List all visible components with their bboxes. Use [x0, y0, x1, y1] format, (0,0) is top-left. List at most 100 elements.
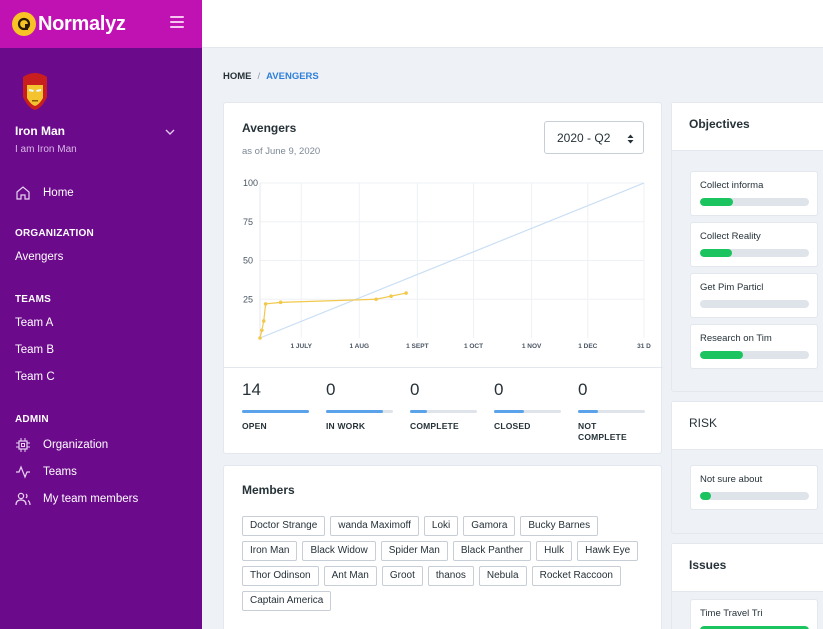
members-list: Doctor Strange wanda Maximoff Loki Gamora Bu…	[242, 516, 662, 616]
select-arrows-icon	[627, 134, 634, 144]
objective-label: Collect Reality	[700, 231, 761, 242]
stat-bar	[494, 410, 525, 413]
hamburger-menu-icon[interactable]	[170, 16, 184, 28]
x-tick-label: 1 SEPT	[406, 343, 428, 350]
user-subtitle: I am Iron Man	[15, 144, 77, 155]
objective-item[interactable]: Collect Reality	[690, 222, 818, 267]
x-tick-label: 1 JULY	[290, 343, 312, 350]
stat-bar	[242, 410, 309, 413]
home-icon	[15, 185, 31, 201]
data-point	[261, 319, 266, 323]
stat-label: NOT COMPLETE	[578, 421, 627, 442]
stat-label: COMPLETE	[410, 421, 459, 431]
member-chip[interactable]: Groot	[381, 566, 423, 586]
chevron-down-icon[interactable]	[164, 125, 176, 137]
member-chip[interactable]: Spider Man	[380, 541, 448, 561]
member-chip[interactable]: Black Widow	[302, 541, 376, 561]
stat-value: 14	[242, 380, 261, 399]
sidebar-item-team-c[interactable]: Team C	[15, 371, 55, 383]
y-tick-label: 100	[243, 178, 258, 188]
objective-label: Get Pim Particl	[700, 282, 764, 293]
stat-value: 0	[578, 380, 588, 399]
objective-item[interactable]: Collect informa	[690, 171, 818, 216]
x-tick-label: 1 NOV	[522, 343, 542, 350]
series-line	[259, 292, 407, 339]
data-point	[404, 291, 408, 295]
stat-bar	[326, 410, 383, 413]
breadcrumb-current[interactable]: AVENGERS	[266, 71, 319, 82]
stat-value: 0	[494, 380, 504, 399]
sidebar-item-team-b[interactable]: Team B	[15, 344, 54, 356]
stat-bar	[578, 410, 599, 413]
member-chip[interactable]: Bucky Barnes	[520, 516, 599, 536]
breadcrumb-home[interactable]: HOME	[223, 71, 252, 82]
stat-label: CLOSED	[494, 421, 531, 431]
risk-progress	[700, 492, 711, 500]
member-chip[interactable]: Iron Man	[242, 541, 298, 561]
section-header-admin: ADMIN	[15, 414, 49, 425]
x-tick-label: 1 AUG	[349, 343, 369, 350]
series-line	[259, 182, 645, 339]
member-chip[interactable]: Thor Odinson	[242, 566, 319, 586]
stat-value: 0	[410, 380, 420, 399]
objective-item[interactable]: Get Pim Particl	[690, 273, 818, 318]
stat-label: OPEN	[242, 421, 267, 431]
objective-item[interactable]: Research on Tim	[690, 324, 818, 369]
section-header-organization: ORGANIZATION	[15, 228, 94, 239]
avatar[interactable]	[20, 71, 50, 111]
stat-bar	[410, 410, 427, 413]
card-title: Avengers	[242, 121, 297, 135]
sidebar-item-admin-organization[interactable]: Organization	[15, 437, 108, 453]
risk-item[interactable]: Not sure about	[690, 465, 818, 510]
issue-item[interactable]: Time Travel Tri	[690, 599, 818, 629]
issues-title: Issues	[689, 558, 727, 572]
member-chip[interactable]: Captain America	[242, 591, 332, 611]
member-chip[interactable]: wanda Maximoff	[330, 516, 419, 536]
sidebar-item-admin-teams[interactable]: Teams	[15, 464, 77, 480]
member-chip[interactable]: Hawk Eye	[577, 541, 639, 561]
top-bar	[202, 0, 823, 48]
breadcrumb: HOME / AVENGERS	[223, 71, 319, 82]
data-point	[278, 300, 283, 305]
stat-value: 0	[326, 380, 336, 399]
data-point	[389, 294, 393, 298]
sidebar: Normalyz Iron Man I am Iron Man Home ORG…	[0, 0, 202, 629]
member-chip[interactable]: Black Panther	[452, 541, 532, 561]
sidebar-item-my-team-members[interactable]: My team members	[15, 491, 138, 507]
issues-panel: Issues Time Travel Tri	[671, 543, 823, 629]
data-point	[374, 297, 378, 302]
quarter-select[interactable]: 2020 - Q2	[544, 121, 644, 154]
y-tick-label: 25	[243, 294, 253, 304]
data-point	[258, 336, 262, 340]
panel-header: RISK	[672, 402, 823, 450]
card-subtitle: as of June 9, 2020	[242, 146, 321, 157]
stat-label: IN WORK	[326, 421, 366, 431]
y-tick-label: 50	[243, 256, 253, 266]
sidebar-item-home[interactable]: Home	[15, 185, 74, 201]
x-tick-label: 31 D	[637, 343, 651, 350]
activity-icon	[15, 464, 31, 480]
panel-header: Issues	[672, 544, 823, 592]
progress-card: Avengers as of June 9, 2020 2020 - Q2 25…	[223, 102, 663, 455]
member-chip[interactable]: Doctor Strange	[242, 516, 326, 536]
sidebar-item-label: Organization	[43, 439, 109, 451]
members-title: Members	[242, 483, 295, 497]
member-chip[interactable]: Rocket Raccoon	[531, 566, 621, 586]
status-summary: 14 OPEN 0 IN WORK 0 COMPLETE 0 CLOSED 0 …	[224, 367, 663, 455]
objective-label: Research on Tim	[700, 333, 772, 344]
data-point	[260, 328, 264, 333]
brand-bar: Normalyz	[0, 0, 202, 48]
sidebar-item-label: My team members	[43, 493, 139, 505]
quarter-select-value: 2020 - Q2	[557, 130, 611, 145]
x-tick-label: 1 DEC	[578, 343, 597, 350]
sidebar-item-avengers[interactable]: Avengers	[15, 251, 64, 263]
member-chip[interactable]: Loki	[423, 516, 459, 536]
member-chip[interactable]: Nebula	[478, 566, 527, 586]
risk-label: Not sure about	[700, 474, 763, 485]
sidebar-item-team-a[interactable]: Team A	[15, 317, 54, 329]
member-chip[interactable]: Gamora	[463, 516, 516, 536]
member-chip[interactable]: thanos	[427, 566, 474, 586]
risk-title: RISK	[689, 416, 718, 430]
member-chip[interactable]: Ant Man	[323, 566, 377, 586]
member-chip[interactable]: Hulk	[536, 541, 573, 561]
